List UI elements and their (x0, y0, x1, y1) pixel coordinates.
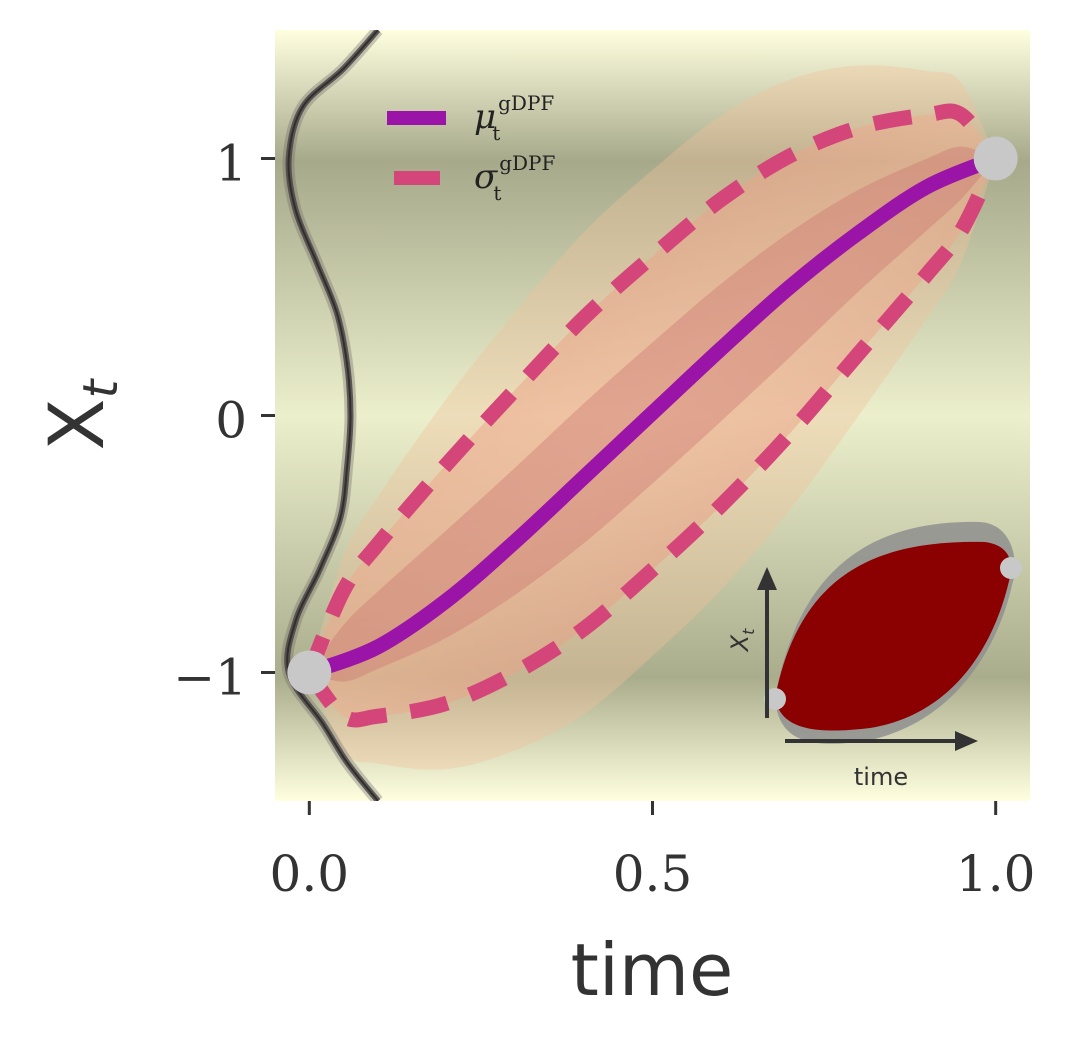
x-axis: 0.0 0.5 1.0 (270, 801, 1036, 903)
inset: time Xt (726, 521, 1022, 791)
legend: μ gDPF t σ gDPF t (387, 91, 556, 205)
legend-label-std: σ gDPF t (474, 151, 556, 205)
inset-xlabel: time (854, 763, 908, 791)
endpoint-start-marker (287, 650, 332, 695)
x-tick-label: 0.0 (270, 845, 350, 903)
x-tick-label: 0.5 (613, 845, 693, 903)
y-axis-label: Xt (32, 377, 129, 450)
inset-x-arrowhead (955, 731, 978, 751)
inset-endpoint-end (1000, 557, 1022, 579)
y-tick-label: 1 (215, 135, 247, 193)
x-axis-label: time (571, 928, 734, 1012)
mean-series-line (301, 151, 1004, 680)
inset-y-arrowhead (757, 567, 777, 590)
inset-paths (775, 541, 1012, 731)
std-upper-series-line (302, 103, 1002, 676)
inset-endpoint-start (764, 688, 786, 710)
legend-label-mean: μ gDPF t (474, 91, 554, 145)
endpoint-end-marker (973, 136, 1018, 181)
inset-ylabel: Xt (726, 628, 758, 653)
y-tick-label: −1 (173, 649, 247, 707)
x-tick-label: 1.0 (956, 845, 1036, 903)
y-axis: −1 0 1 (173, 135, 275, 707)
y-tick-label: 0 (215, 392, 247, 450)
